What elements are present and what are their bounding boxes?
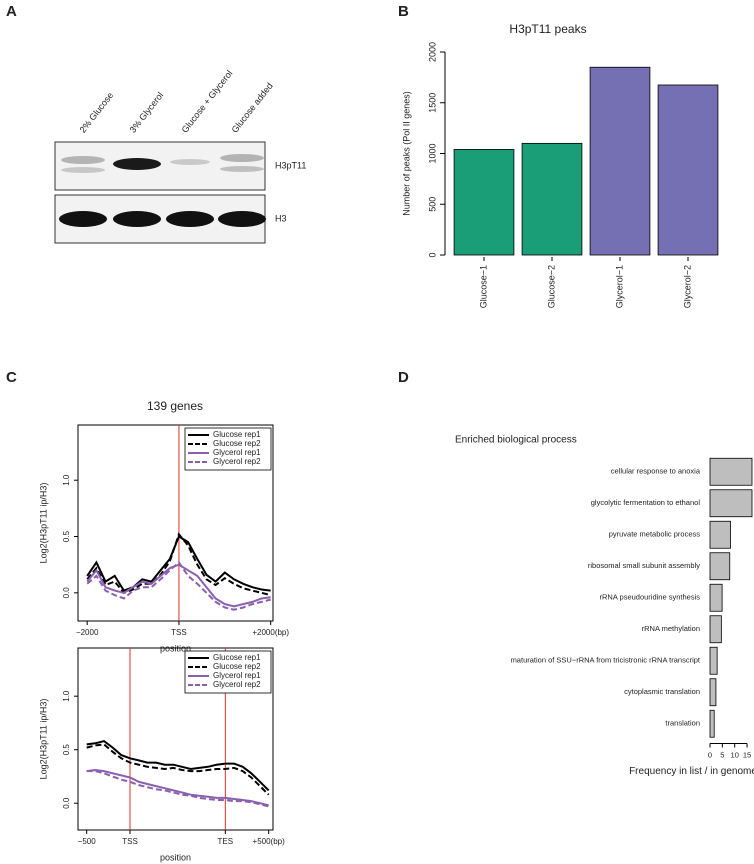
bar [453,149,515,256]
x-axis-label: position [160,852,191,862]
category-label: translation [665,719,700,728]
legend-label: Glycerol rep1 [213,448,261,457]
bar [709,646,718,675]
western-blot: 2% Glucose 3% Glycerol Glucose + Glycero… [54,68,306,244]
bar [709,489,753,518]
band [170,159,210,165]
x-tick-label: TES [218,837,234,846]
band [218,211,266,227]
category-label: glycolytic fermentation to ethanol [591,498,701,507]
bar [709,678,717,707]
category-label: rRNA pseudouridine synthesis [600,593,701,602]
band [166,211,214,227]
row-label: H3pT11 [275,160,306,170]
lane-label: 3% Glycerol [128,90,166,134]
panel-letter: C [6,369,17,386]
x-tick-label: 15 [743,750,751,759]
y-tick-label: 0 [427,252,437,257]
panel-letter: B [398,3,409,20]
bar [657,84,719,256]
band [59,211,107,227]
series-line [86,770,269,808]
lane-label: 2% Glucose [78,90,116,134]
bar [709,552,731,581]
legend-label: Glucose rep1 [213,430,261,439]
bar [709,615,722,644]
series-line [86,740,270,792]
bar [709,520,731,549]
x-tick-label: +500(bp) [253,837,286,846]
x-tick-label: Glycerol−1 [614,265,624,308]
lane-label: Glucose + Glycerol [180,68,235,134]
category-label: rRNA methylation [642,624,700,633]
y-axis-label: Log2(H3pT11 ip/H3) [38,483,48,564]
category-label: cytoplasmic translation [624,687,700,696]
band [61,167,105,173]
legend-label: Glycerol rep2 [213,457,261,466]
legend-label: Glucose rep2 [213,662,261,671]
category-label: cellular response to anoxia [611,467,701,476]
y-axis-label: Log2(H3pT11 ip/H3) [38,699,48,780]
legend-label: Glucose rep1 [213,653,261,662]
bar [709,457,753,486]
y-tick-label: 0.0 [62,797,71,809]
legend-label: Glucose rep2 [213,439,261,448]
legend-label: Glycerol rep1 [213,671,261,680]
y-tick-label: 0.5 [62,530,71,542]
band [61,156,105,164]
series-line [86,560,271,611]
x-tick-label: +2000(bp) [252,628,289,637]
series-line [86,535,271,592]
blot-row [54,141,266,191]
series-line [86,768,269,807]
x-tick-label: Glucose−1 [478,265,488,308]
chart-title: Enriched biological process [455,435,577,446]
bar [709,709,715,738]
x-axis-label: Frequency in list / in genome [629,766,754,777]
chart-title: 139 genes [147,399,203,413]
row-label: H3 [275,213,287,223]
x-tick-label: 5 [720,750,724,759]
y-axis-label: Number of peaks (Pol II genes) [401,91,411,216]
panel-letter: D [398,369,409,386]
x-tick-label: −500 [78,837,97,846]
y-tick-label: 2000 [427,42,437,62]
y-tick-label: 500 [427,197,437,212]
bar [709,583,723,612]
lane-label: Glucose added [230,81,275,135]
band [113,158,161,170]
plot-frame [77,424,274,622]
y-tick-label: 1000 [427,143,437,163]
x-tick-label: TSS [122,837,138,846]
y-tick-label: 1.0 [62,474,71,486]
category-label: maturation of SSU−rRNA from tricistronic… [511,656,701,665]
x-tick-label: TSS [171,628,187,637]
series-line [86,532,271,597]
band [220,166,264,172]
y-tick-label: 1500 [427,93,437,113]
y-tick-label: 0.5 [62,744,71,756]
series-line [86,743,270,796]
band [220,154,264,162]
x-tick-label: 10 [731,750,739,759]
band [113,211,161,227]
x-tick-label: 0 [708,750,712,759]
y-tick-label: 0.0 [62,587,71,599]
x-tick-label: Glucose−2 [546,265,556,308]
category-label: ribosomal small subunit assembly [588,561,700,570]
y-tick-label: 1.0 [62,690,71,702]
chart-title: H3pT11 peaks [509,22,586,36]
panel-letter: A [6,3,17,20]
bar [521,142,583,256]
legend-label: Glycerol rep2 [213,680,261,689]
x-tick-label: −2000 [76,628,99,637]
plot-frame [77,647,274,831]
series-line [86,563,271,608]
x-tick-label: Glycerol−2 [682,265,692,308]
bar [589,66,651,256]
category-label: pyruvate metabolic process [609,530,701,539]
